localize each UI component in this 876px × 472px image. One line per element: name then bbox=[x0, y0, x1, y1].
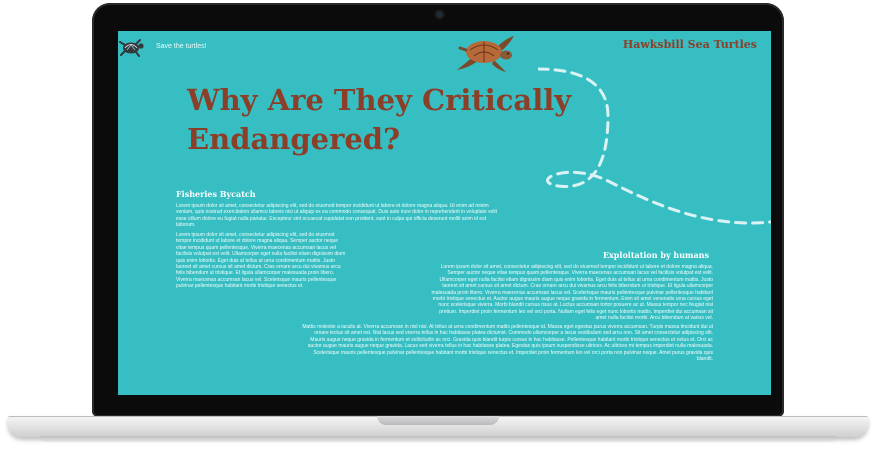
turtle-illustration bbox=[457, 36, 514, 72]
section-heading-exploitation: Exploitation by humans bbox=[602, 250, 709, 260]
laptop-notch bbox=[377, 416, 499, 425]
site-brand[interactable]: Hawksbill Sea Turtles bbox=[622, 38, 757, 51]
camera-icon bbox=[436, 11, 443, 18]
dashed-swim-path bbox=[538, 67, 771, 225]
exploitation-paragraph-2: Mattis molestie a iaculis at. Viverra ac… bbox=[302, 324, 713, 363]
page-title: Why Are They Critically Endangered? bbox=[187, 81, 607, 159]
fisheries-paragraph-2: Lorem ipsum dolor sit amet, consectetur … bbox=[176, 232, 346, 290]
fisheries-paragraph-1: Lorem ipsum dolor sit amet, consectetur … bbox=[176, 203, 498, 229]
page-title-line-1: Why Are They Critically bbox=[187, 83, 572, 117]
turtle-logo-icon[interactable] bbox=[119, 37, 145, 57]
section-heading-fisheries: Fisheries Bycatch bbox=[176, 189, 256, 199]
webpage-screen: Save the turtles! Hawksbill Sea Turtles … bbox=[118, 31, 771, 395]
tagline: Save the turtles! bbox=[156, 43, 207, 50]
exploitation-paragraph-1: Lorem ipsum dolor sit amet, consectetur … bbox=[431, 264, 713, 322]
page-title-line-2: Endangered? bbox=[187, 122, 401, 156]
laptop-foot bbox=[40, 436, 836, 442]
